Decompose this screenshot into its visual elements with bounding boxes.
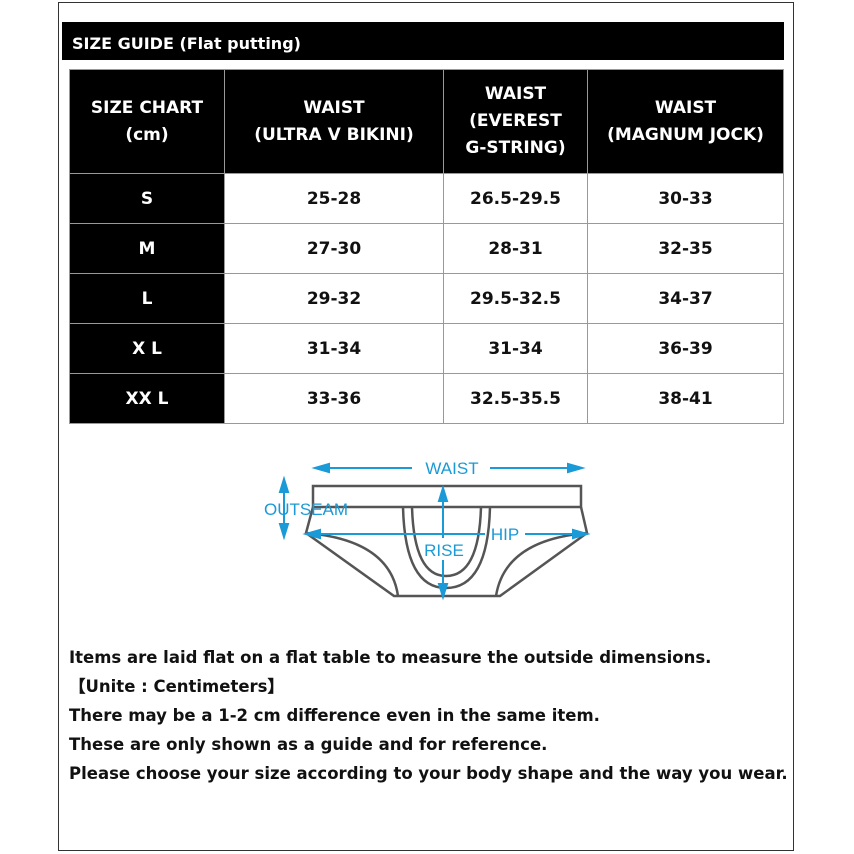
note-line: Please choose your size according to you… (69, 764, 788, 783)
waist-label: WAIST (425, 459, 478, 478)
table-row: XX L 33-36 32.5-35.5 38-41 (69, 373, 784, 424)
outseam-label: OUTSEAM (264, 500, 348, 519)
header-everest-g-string: WAIST (EVEREST G-STRING) (443, 69, 588, 174)
waist-cell: 33-36 (224, 373, 444, 424)
size-cell: S (69, 173, 225, 224)
header-size-chart: SIZE CHART (cm) (69, 69, 225, 174)
waist-cell: 38-41 (587, 373, 784, 424)
size-cell: XX L (69, 373, 225, 424)
size-cell: M (69, 223, 225, 274)
hip-label: HIP (491, 525, 519, 544)
table-row: M 27-30 28-31 32-35 (69, 223, 784, 274)
measure-arrows (278, 462, 591, 601)
header-magnum-jock: WAIST (MAGNUM JOCK) (587, 69, 784, 174)
waist-cell: 30-33 (587, 173, 784, 224)
note-line: These are only shown as a guide and for … (69, 735, 548, 754)
waist-cell: 36-39 (587, 323, 784, 374)
waist-cell: 32-35 (587, 223, 784, 274)
header-ultra-v-bikini: WAIST (ULTRA V BIKINI) (224, 69, 444, 174)
waist-cell: 26.5-29.5 (443, 173, 588, 224)
waist-cell: 31-34 (224, 323, 444, 374)
note-line: 【Unite : Centimeters】 (69, 677, 284, 696)
waist-cell: 29-32 (224, 273, 444, 324)
page-title: SIZE GUIDE (Flat putting) (62, 22, 784, 60)
measurement-diagram: WAIST OUTSEAM HIP RISE (264, 459, 591, 601)
waist-cell: 29.5-32.5 (443, 273, 588, 324)
table-row: X L 31-34 31-34 36-39 (69, 323, 784, 374)
briefs-outline (304, 484, 589, 598)
note-line: Items are laid flat on a flat table to m… (69, 648, 712, 667)
rise-label: RISE (424, 541, 464, 560)
notes: Items are laid flat on a flat table to m… (69, 643, 789, 788)
waist-cell: 28-31 (443, 223, 588, 274)
size-cell: L (69, 273, 225, 324)
table-row: L 29-32 29.5-32.5 34-37 (69, 273, 784, 324)
waist-cell: 27-30 (224, 223, 444, 274)
table-header-row: SIZE CHART (cm) WAIST (ULTRA V BIKINI) WAI… (69, 69, 784, 174)
page-frame (58, 2, 794, 851)
waist-cell: 34-37 (587, 273, 784, 324)
waist-cell: 32.5-35.5 (443, 373, 588, 424)
note-line: There may be a 1-2 cm difference even in… (69, 706, 600, 725)
size-table: SIZE CHART (cm) WAIST (ULTRA V BIKINI) WAI… (69, 69, 784, 424)
